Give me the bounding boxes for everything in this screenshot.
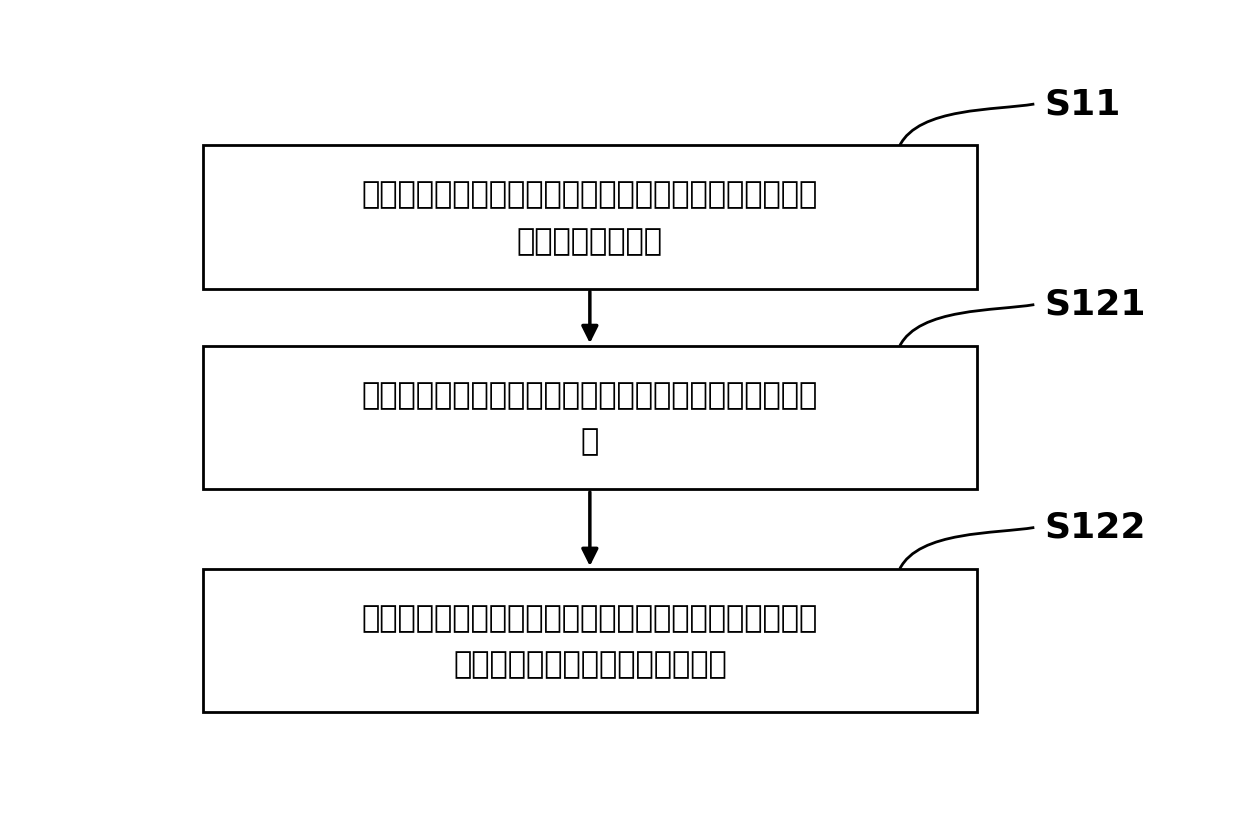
- Text: 时: 时: [580, 428, 599, 457]
- Text: 当待发送的数据发送完时，控制所述总线驱动器从发送状: 当待发送的数据发送完时，控制所述总线驱动器从发送状: [362, 180, 818, 209]
- Text: S122: S122: [1044, 510, 1146, 544]
- Text: 当计时时长达到预设时长时，清空接收终端内缓存器中的: 当计时时长达到预设时长时，清空接收终端内缓存器中的: [362, 604, 818, 633]
- Bar: [203, 346, 977, 490]
- Bar: [203, 569, 977, 712]
- Text: 当控制总线驱动器从发送状态切换到接收状态时，开始计: 当控制总线驱动器从发送状态切换到接收状态时，开始计: [362, 381, 818, 410]
- Text: 数据，以便接收总线上的有效数据: 数据，以便接收总线上的有效数据: [453, 650, 727, 679]
- Text: S121: S121: [1044, 288, 1146, 322]
- Text: S11: S11: [1044, 87, 1120, 121]
- Text: 态切换到接收状态: 态切换到接收状态: [517, 227, 663, 256]
- Bar: [203, 146, 977, 289]
